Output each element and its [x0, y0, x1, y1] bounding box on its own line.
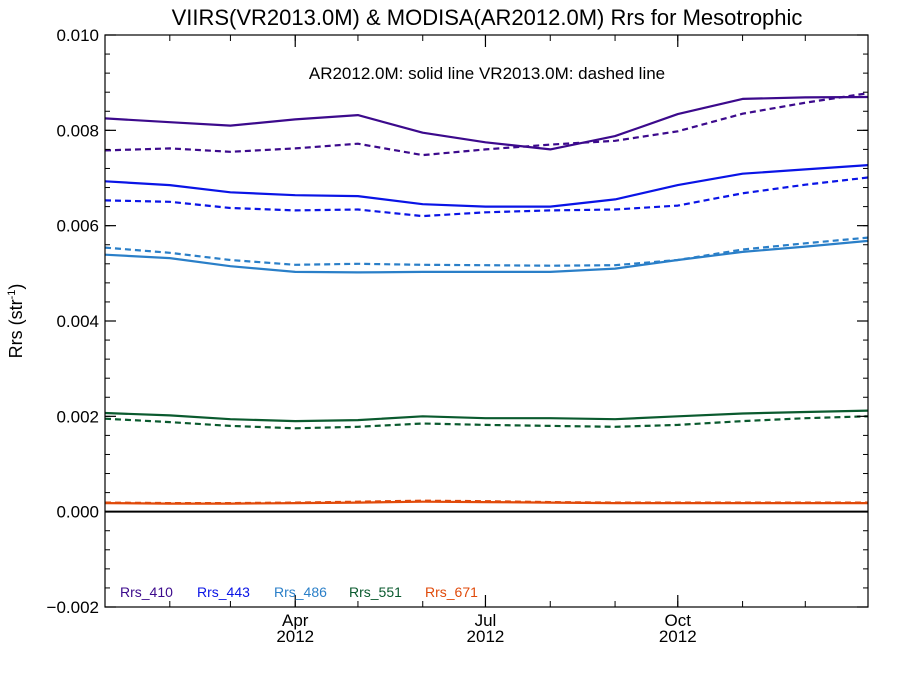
series-line-3: [104, 176, 869, 218]
series-line-6: [104, 409, 869, 423]
x-tick-year-1: 2012: [467, 627, 505, 646]
y-tick-label-1: 0.000: [56, 503, 99, 522]
x-tick-year-2: 2012: [659, 627, 697, 646]
legend: Rrs_410 Rrs_443 Rrs_486 Rrs_551 Rrs_671: [120, 584, 478, 600]
series-line-1: [104, 92, 869, 157]
line-style-note: AR2012.0M: solid line VR2013.0M: dashed …: [309, 64, 665, 83]
x-tick-label-1: Jul: [475, 611, 497, 630]
series-layer: [104, 92, 869, 505]
y-axis-label-main: Rrs (str: [6, 299, 26, 358]
series-line-9: [104, 499, 868, 505]
y-axis-label: Rrs (str-1): [6, 284, 26, 359]
y-axis-label-close: ): [6, 284, 26, 290]
y-tick-label-5: 0.008: [56, 121, 99, 140]
legend-entry-rrs-671: Rrs_671: [425, 584, 478, 600]
series-line-0: [104, 95, 869, 151]
series-line-4: [104, 239, 869, 274]
y-tick-label-4: 0.006: [56, 217, 99, 236]
plot-frame: [104, 34, 869, 608]
x-tick-label-2: Oct: [665, 611, 692, 630]
chart-title: VIIRS(VR2013.0M) & MODISA(AR2012.0M) Rrs…: [172, 5, 803, 30]
y-axis-label-sup: -1: [6, 290, 18, 300]
y-tick-label-2: 0.002: [56, 407, 99, 426]
legend-entry-rrs-410: Rrs_410: [120, 584, 173, 600]
y-tick-label-6: 0.010: [56, 26, 99, 45]
x-tick-label-0: Apr: [282, 611, 309, 630]
y-tick-label-0: −0.002: [47, 598, 99, 617]
legend-entry-rrs-551: Rrs_551: [349, 584, 402, 600]
legend-entry-rrs-443: Rrs_443: [197, 584, 250, 600]
series-line-7: [104, 415, 869, 430]
y-tick-label-3: 0.004: [56, 312, 99, 331]
y-axis: −0.002 0.000 0.002 0.004 0.006 0.008 0.010: [47, 26, 868, 617]
plot-area: [104, 34, 869, 608]
x-tick-year-0: 2012: [276, 627, 314, 646]
series-line-2: [104, 164, 869, 208]
legend-entry-rrs-486: Rrs_486: [274, 584, 327, 600]
series-line-5: [104, 236, 869, 267]
